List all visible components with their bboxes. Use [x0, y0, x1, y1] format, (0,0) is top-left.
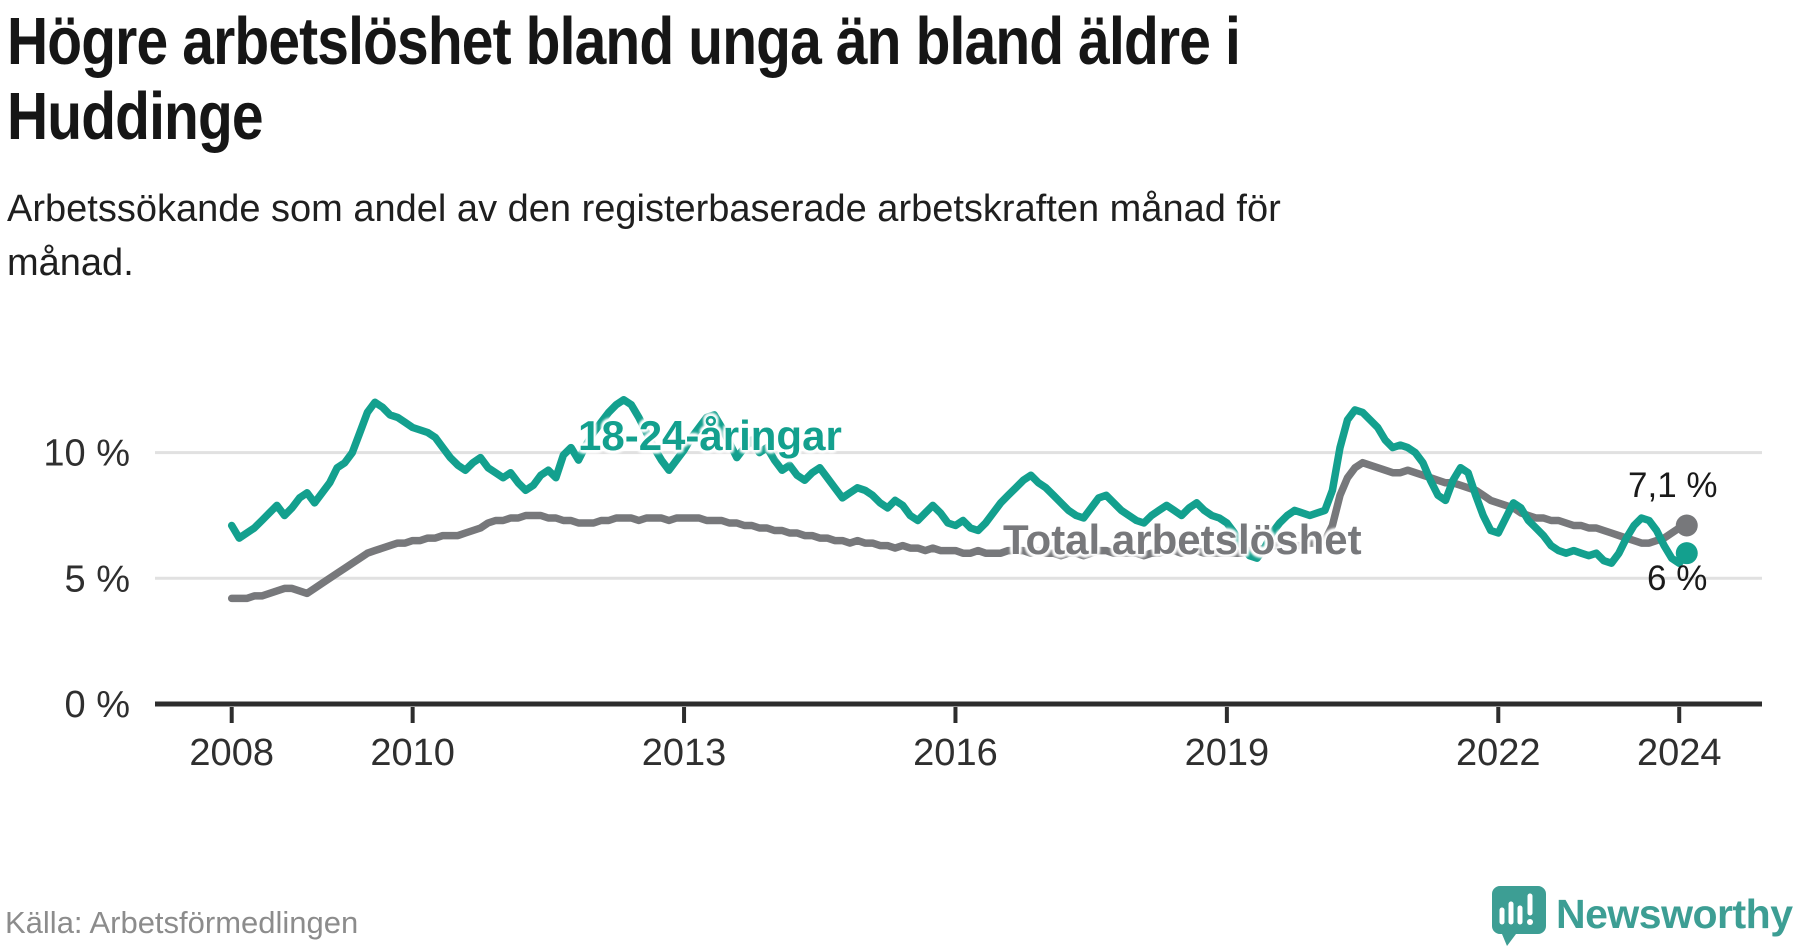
youth-end-dot [1675, 542, 1698, 565]
youth-end-value-label: 6 % [1647, 559, 1708, 598]
total-end-dot [1675, 514, 1698, 537]
title-line-2: Huddinge [7, 79, 264, 154]
newsworthy-logo-icon [1492, 886, 1546, 946]
y-tick-label: 5 % [65, 558, 130, 600]
x-tick-label: 2019 [1185, 732, 1270, 774]
x-tick-label: 2022 [1456, 732, 1541, 774]
bar-chart-icon [1499, 893, 1533, 925]
x-tick-label: 2008 [189, 732, 274, 774]
subtitle-line-2: månad. [7, 242, 134, 284]
page-title: Högre arbetslöshet bland unga än bland ä… [7, 4, 1673, 154]
subtitle-line-1: Arbetssökande som andel av den registerb… [7, 188, 1281, 230]
source-text: Källa: Arbetsförmedlingen [5, 905, 359, 940]
brand-name: Newsworthy [1556, 891, 1793, 937]
youth-line [227, 396, 1691, 567]
x-tick-label: 2010 [370, 732, 455, 774]
exclamation-dot-icon [1527, 919, 1533, 925]
chart-subtitle: Arbetssökande som andel av den registerb… [7, 182, 1507, 290]
x-tick-label: 2013 [642, 732, 727, 774]
title-line-1: Högre arbetslöshet bland unga än bland ä… [7, 4, 1241, 79]
total-end-value-label: 7,1 % [1628, 466, 1718, 505]
total-series-label: Total arbetslöshet [1003, 516, 1362, 563]
x-tick-label: 2024 [1637, 732, 1722, 774]
youth-series-label: 18-24-åringar [578, 412, 842, 459]
y-tick-label: 0 % [65, 684, 130, 726]
total-line [227, 458, 1691, 603]
y-tick-label: 10 % [43, 433, 130, 475]
x-tick-label: 2016 [913, 732, 998, 774]
